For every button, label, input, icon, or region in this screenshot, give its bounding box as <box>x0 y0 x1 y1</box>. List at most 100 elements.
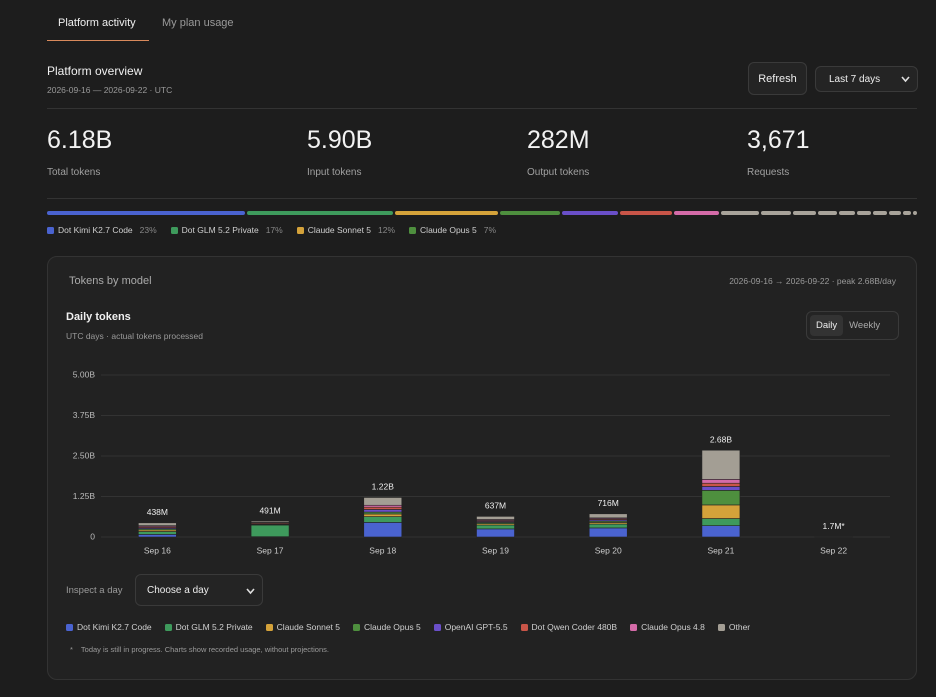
legend-share: 17% <box>265 225 283 235</box>
legend-share: 23% <box>139 225 157 235</box>
bar-segment <box>138 531 177 535</box>
stat-label: Input tokens <box>307 167 362 178</box>
share-segment <box>246 211 393 215</box>
bar-segment <box>476 524 515 530</box>
share-segment <box>856 211 872 215</box>
legend-item[interactable]: Dot GLM 5.2 Private <box>164 622 253 632</box>
period-select[interactable]: Last 7 days <box>815 66 918 92</box>
stat-label: Requests <box>747 167 790 178</box>
legend-swatch <box>164 623 172 631</box>
share-segment <box>818 211 838 215</box>
bar-segment <box>588 527 628 538</box>
legend-swatch <box>520 623 528 631</box>
tab[interactable]: My plan usage <box>162 17 234 29</box>
legend-swatch <box>353 623 360 631</box>
period-value: Last 7 days <box>829 73 881 85</box>
share-segment <box>673 211 720 215</box>
footnote-text: Today is still in progress. Charts show … <box>80 645 329 654</box>
share-segment <box>902 211 911 215</box>
bar-segment <box>588 513 628 519</box>
toggle-weekly[interactable]: Weekly <box>849 320 881 331</box>
x-tick-label: Sep 20 <box>595 545 622 555</box>
legend-item[interactable]: OpenAI GPT-5.5 <box>433 622 508 632</box>
chevron <box>901 76 910 83</box>
bar-segment <box>588 523 628 529</box>
bar-total: 1.7M* <box>823 521 846 531</box>
legend-swatch <box>409 226 417 234</box>
legend-swatch <box>296 226 304 234</box>
toggle-daily[interactable]: Daily <box>810 315 844 336</box>
share-segment <box>394 211 498 215</box>
legend-name: Other <box>728 622 751 632</box>
legend-item[interactable]: Dot Qwen Coder 480B <box>520 622 617 632</box>
share-segment <box>721 211 759 215</box>
legend-swatch <box>433 623 441 631</box>
legend-item[interactable]: Other <box>717 622 751 632</box>
legend-item[interactable]: Claude Sonnet 5 <box>265 622 340 632</box>
panel-meta: 2026-09-16 → 2026-09-22 · peak 2.68B/day <box>729 276 896 286</box>
legend-name: Claude Opus 5 <box>420 225 477 235</box>
share-segment <box>562 211 618 215</box>
bar-segment <box>701 490 741 506</box>
view-toggle: Daily Weekly <box>806 311 899 340</box>
tab-underline <box>47 40 149 41</box>
chart-subtitle: UTC days · actual tokens processed <box>66 331 204 341</box>
legend-item[interactable]: Claude Opus 5 <box>353 622 421 632</box>
legend-name: Claude Sonnet 5 <box>276 622 340 632</box>
chevron <box>246 588 255 595</box>
y-tick-label: 5.00B <box>73 369 96 379</box>
legend-share: 7% <box>483 225 497 235</box>
share-segment <box>619 211 672 215</box>
y-tick-label: 2.50B <box>73 450 96 460</box>
share-segment <box>792 211 817 215</box>
y-tick-label: 0 <box>90 531 95 541</box>
panel-title: Tokens by model <box>69 275 152 287</box>
share-bar <box>47 211 917 215</box>
x-tick-label: Sep 17 <box>257 545 284 555</box>
legend-share: 12% <box>378 225 396 235</box>
bar-segment <box>363 516 403 523</box>
bar-segment <box>363 506 403 510</box>
legend-item: Dot GLM 5.2 Private 17% <box>170 225 283 235</box>
bar-segment <box>250 520 290 523</box>
date-range: 2026-09-16 — 2026-09-22 · UTC <box>47 85 173 95</box>
bar-total: 1.22B <box>372 482 395 492</box>
bar-segment <box>363 522 403 538</box>
legend-name: Dot Kimi K2.7 Code <box>77 622 152 632</box>
bar-total: 2.68B <box>710 434 733 444</box>
x-tick-label: Sep 21 <box>707 545 734 555</box>
share-segment <box>499 211 561 215</box>
legend-swatch <box>170 226 178 234</box>
bar-segment <box>701 525 741 538</box>
footnote: * Today is still in progress. Charts show… <box>70 645 329 654</box>
legend-name: Claude Opus 5 <box>364 622 421 632</box>
legend-swatch <box>630 623 638 631</box>
x-tick-label: Sep 22 <box>820 545 847 555</box>
y-tick-label: 1.25B <box>73 491 96 501</box>
legend-swatch <box>265 623 273 631</box>
legend-swatch <box>717 623 725 631</box>
bar-segment <box>701 479 741 484</box>
bar-total: 491M <box>259 505 280 515</box>
share-segment <box>760 211 791 215</box>
tab[interactable]: Platform activity <box>58 17 136 29</box>
legend-name: Dot GLM 5.2 Private <box>181 225 259 235</box>
legend: Dot Kimi K2.7 Code Dot GLM 5.2 Private Cla… <box>66 622 750 632</box>
stat-value: 5.90B <box>307 126 373 154</box>
share-segment <box>912 211 917 215</box>
bar-segment <box>701 486 741 491</box>
y-tick-label: 3.75B <box>73 410 96 420</box>
legend-item[interactable]: Dot Kimi K2.7 Code <box>66 622 152 632</box>
legend-name: OpenAI GPT-5.5 <box>444 622 508 632</box>
bar-segment <box>701 518 741 526</box>
day-select[interactable]: Choose a day <box>135 574 263 606</box>
x-tick-label: Sep 18 <box>369 545 396 555</box>
legend-swatch <box>66 623 73 631</box>
legend-item[interactable]: Claude Opus 4.8 <box>630 622 705 632</box>
chart: 0 1.25B 2.50B 3.75B 5.00B 438M Sep 16 491M Sep 1… <box>73 369 890 555</box>
bar-segment <box>476 516 515 520</box>
refresh-button[interactable]: Refresh <box>748 62 807 95</box>
bar-segment <box>138 522 177 526</box>
legend-swatch <box>47 226 54 234</box>
